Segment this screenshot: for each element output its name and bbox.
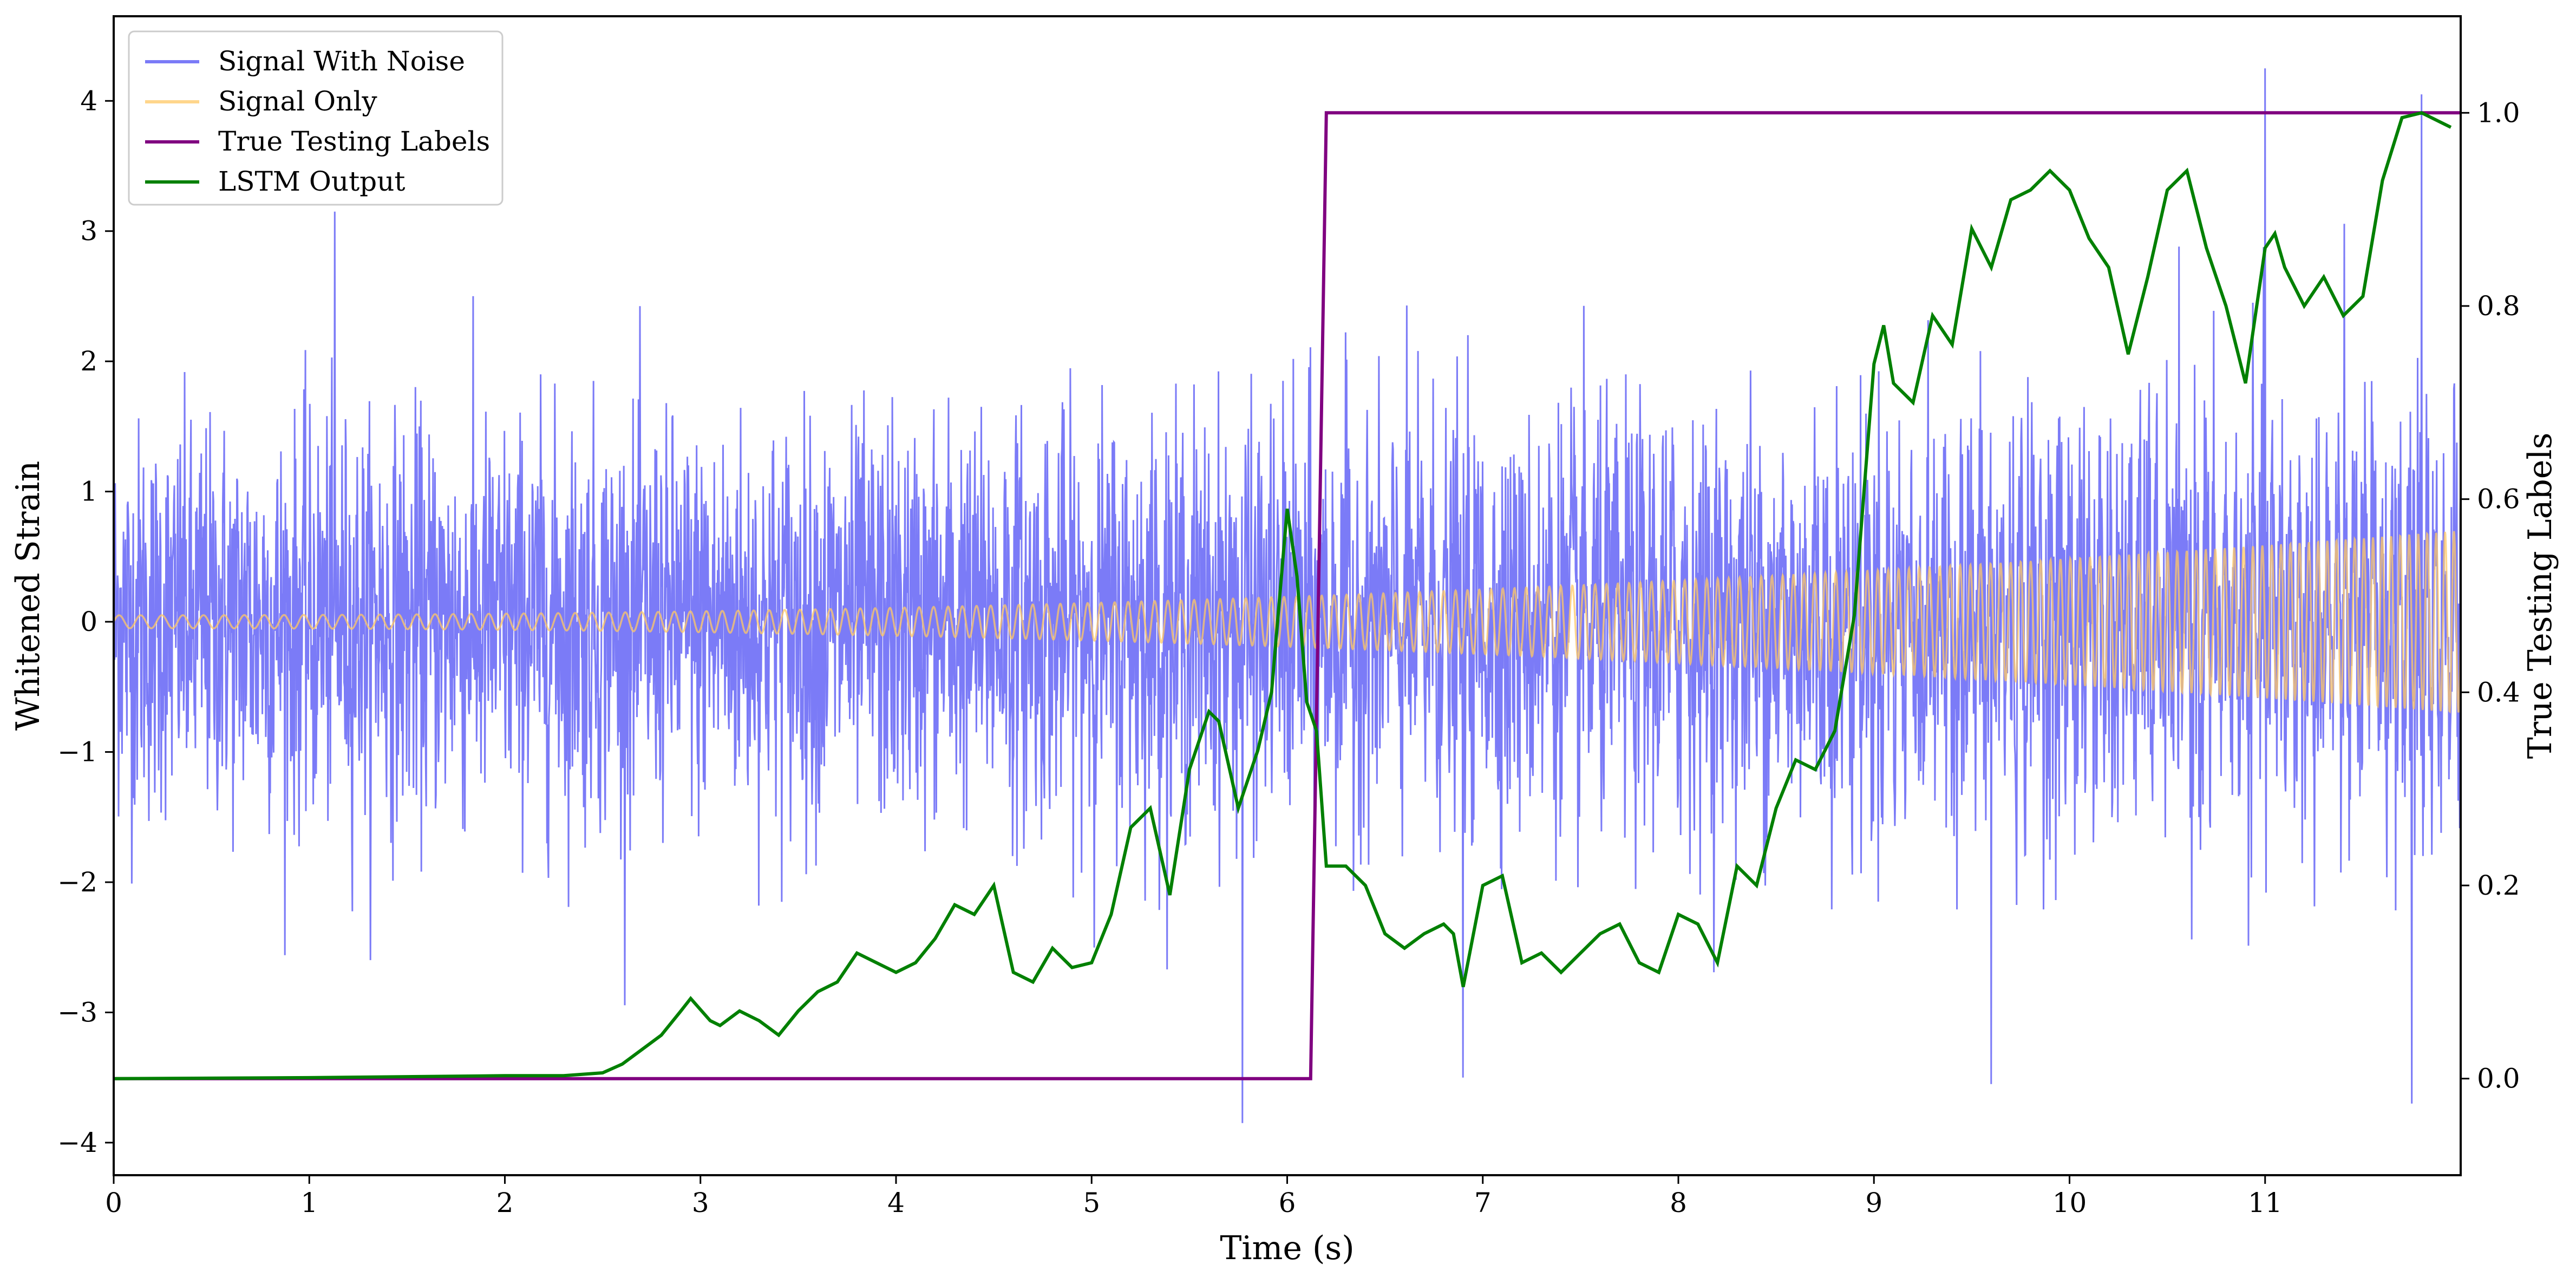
- y-right-tick-label: 0.6: [2477, 484, 2520, 515]
- series-true-testing-labels: [114, 111, 2461, 1080]
- signal-with-noise-line: [114, 68, 2461, 1123]
- true-testing-labels-line: [114, 111, 2461, 1080]
- x-tick-label: 11: [2248, 1187, 2283, 1219]
- series-signal-only: [114, 531, 2461, 714]
- lstm-output-line: [114, 111, 2452, 1080]
- x-tick-label: 0: [105, 1187, 122, 1219]
- y-left-tick-label: 4: [80, 85, 97, 116]
- y-left-tick-label: −1: [57, 737, 97, 768]
- y-right-tick-label: 0.8: [2477, 290, 2520, 322]
- y-left-axis-label: Whitened Strain: [9, 461, 47, 731]
- y-left-tick-label: 0: [80, 606, 97, 637]
- x-tick-label: 1: [300, 1187, 318, 1219]
- x-tick-label: 10: [2052, 1187, 2087, 1219]
- x-tick-label: 9: [1865, 1187, 1882, 1219]
- y-left-tick-label: −4: [57, 1127, 97, 1158]
- x-tick-label: 7: [1474, 1187, 1492, 1219]
- y-right-tick-label: 0.4: [2477, 676, 2520, 708]
- y-left-tick-label: −3: [57, 996, 97, 1028]
- y-right-tick-label: 1.0: [2477, 97, 2520, 128]
- legend-label-signal-with-noise: Signal With Noise: [218, 45, 465, 77]
- legend-box: [128, 30, 504, 206]
- series-signal-with-noise: [114, 68, 2461, 1123]
- x-tick-label: 4: [887, 1187, 905, 1219]
- x-axis-label: Time (s): [1220, 1229, 1354, 1267]
- y-right-tick-label: 0.0: [2477, 1063, 2520, 1094]
- legend-label-lstm-output: LSTM Output: [218, 166, 405, 197]
- y-right-axis-label: True Testing Labels: [2521, 433, 2559, 759]
- x-tick-label: 5: [1083, 1187, 1100, 1219]
- y-right-tick-label: 0.2: [2477, 870, 2520, 901]
- y-left-tick-label: 1: [80, 476, 97, 507]
- y-right-axis-ticks: 0.0 0.2 0.4 0.6 0.8 1.0: [2461, 97, 2520, 1094]
- y-left-tick-label: −2: [57, 866, 97, 898]
- x-tick-label: 3: [692, 1187, 709, 1219]
- y-left-axis-ticks: −4 −3 −2 −1 0 1 2 3 4: [57, 85, 114, 1158]
- signal-only-line: [114, 531, 2461, 714]
- legend-label-true-testing-labels: True Testing Labels: [218, 126, 490, 157]
- legend-label-signal-only: Signal Only: [218, 86, 377, 117]
- x-tick-label: 6: [1279, 1187, 1296, 1219]
- y-left-tick-label: 3: [80, 216, 97, 247]
- x-tick-label: 8: [1670, 1187, 1687, 1219]
- legend: Signal With Noise Signal Only True Testi…: [128, 30, 504, 206]
- series-lstm-output: [114, 111, 2452, 1080]
- x-tick-label: 2: [496, 1187, 514, 1219]
- y-left-tick-label: 2: [80, 346, 97, 377]
- x-axis-ticks: 0 1 2 3 4 5 6 7 8 9 10 11: [105, 1175, 2283, 1219]
